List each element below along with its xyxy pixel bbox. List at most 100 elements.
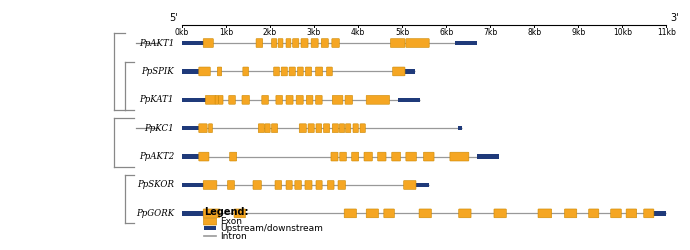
FancyBboxPatch shape (208, 124, 213, 132)
Bar (204, 226, 216, 230)
FancyBboxPatch shape (271, 124, 277, 132)
FancyBboxPatch shape (199, 124, 207, 132)
FancyBboxPatch shape (353, 124, 358, 132)
FancyBboxPatch shape (360, 124, 365, 132)
Text: PpKC1: PpKC1 (144, 124, 174, 133)
FancyBboxPatch shape (366, 209, 379, 218)
FancyBboxPatch shape (308, 124, 314, 132)
Text: PpSKOR: PpSKOR (137, 180, 174, 190)
FancyBboxPatch shape (301, 39, 308, 48)
FancyBboxPatch shape (296, 96, 303, 104)
FancyBboxPatch shape (297, 67, 303, 76)
FancyBboxPatch shape (538, 209, 552, 218)
FancyBboxPatch shape (346, 124, 351, 132)
Bar (458, 126, 462, 130)
FancyBboxPatch shape (206, 96, 215, 104)
Bar (182, 154, 199, 159)
FancyBboxPatch shape (352, 152, 359, 161)
Bar (644, 211, 667, 216)
FancyBboxPatch shape (316, 124, 322, 132)
FancyBboxPatch shape (306, 96, 313, 104)
FancyBboxPatch shape (364, 152, 373, 161)
FancyBboxPatch shape (204, 209, 220, 218)
FancyBboxPatch shape (199, 67, 210, 76)
FancyBboxPatch shape (315, 67, 323, 76)
Text: PpAKT1: PpAKT1 (139, 38, 174, 48)
FancyBboxPatch shape (293, 39, 299, 48)
FancyBboxPatch shape (404, 180, 416, 190)
FancyBboxPatch shape (366, 96, 390, 104)
FancyBboxPatch shape (219, 96, 223, 104)
Text: 7kb: 7kb (483, 28, 497, 37)
Text: 6kb: 6kb (439, 28, 453, 37)
FancyBboxPatch shape (626, 209, 637, 218)
FancyBboxPatch shape (199, 152, 209, 161)
Text: 10kb: 10kb (613, 28, 632, 37)
FancyBboxPatch shape (494, 209, 506, 218)
Text: 2kb: 2kb (263, 28, 277, 37)
FancyBboxPatch shape (311, 39, 318, 48)
Bar (415, 183, 428, 187)
FancyBboxPatch shape (243, 67, 248, 76)
Text: 11kb: 11kb (657, 28, 676, 37)
FancyBboxPatch shape (256, 39, 263, 48)
FancyBboxPatch shape (286, 39, 291, 48)
Text: Legend:: Legend: (204, 207, 248, 217)
Text: 4kb: 4kb (351, 28, 365, 37)
FancyBboxPatch shape (286, 180, 292, 190)
FancyBboxPatch shape (564, 209, 577, 218)
FancyBboxPatch shape (295, 180, 302, 190)
FancyBboxPatch shape (229, 96, 235, 104)
Bar (182, 98, 206, 102)
FancyBboxPatch shape (204, 218, 217, 225)
FancyBboxPatch shape (459, 209, 471, 218)
Text: 3kb: 3kb (307, 28, 321, 37)
FancyBboxPatch shape (326, 67, 333, 76)
FancyBboxPatch shape (315, 96, 322, 104)
Text: 5kb: 5kb (395, 28, 409, 37)
FancyBboxPatch shape (406, 39, 429, 48)
FancyBboxPatch shape (328, 180, 334, 190)
FancyBboxPatch shape (316, 180, 322, 190)
FancyBboxPatch shape (230, 152, 237, 161)
Text: Exon: Exon (221, 217, 243, 226)
FancyBboxPatch shape (276, 96, 282, 104)
FancyBboxPatch shape (644, 209, 654, 218)
FancyBboxPatch shape (419, 209, 431, 218)
FancyBboxPatch shape (339, 152, 346, 161)
Text: Upstream/downstream: Upstream/downstream (221, 224, 324, 233)
FancyBboxPatch shape (275, 180, 282, 190)
Text: 1kb: 1kb (219, 28, 233, 37)
FancyBboxPatch shape (338, 180, 346, 190)
FancyBboxPatch shape (306, 67, 312, 76)
FancyBboxPatch shape (262, 96, 268, 104)
Text: PpGORK: PpGORK (136, 209, 174, 218)
Text: 5': 5' (170, 13, 178, 23)
FancyBboxPatch shape (339, 124, 344, 132)
FancyBboxPatch shape (282, 67, 287, 76)
FancyBboxPatch shape (324, 124, 330, 132)
FancyBboxPatch shape (391, 39, 405, 48)
Bar (455, 41, 477, 45)
FancyBboxPatch shape (228, 180, 235, 190)
FancyBboxPatch shape (242, 96, 250, 104)
Bar (182, 183, 204, 187)
Text: PpAKT2: PpAKT2 (139, 152, 174, 161)
Bar (182, 211, 204, 216)
FancyBboxPatch shape (393, 67, 405, 76)
FancyBboxPatch shape (332, 39, 339, 48)
FancyBboxPatch shape (384, 209, 395, 218)
FancyBboxPatch shape (392, 152, 401, 161)
FancyBboxPatch shape (215, 96, 219, 104)
FancyBboxPatch shape (299, 124, 306, 132)
FancyBboxPatch shape (274, 67, 279, 76)
FancyBboxPatch shape (589, 209, 599, 218)
FancyBboxPatch shape (286, 96, 293, 104)
Text: PpKAT1: PpKAT1 (139, 95, 174, 104)
Bar (397, 98, 420, 102)
FancyBboxPatch shape (289, 67, 295, 76)
Bar (404, 69, 415, 74)
FancyBboxPatch shape (333, 124, 339, 132)
Text: 0kb: 0kb (175, 28, 189, 37)
Bar (477, 154, 499, 159)
